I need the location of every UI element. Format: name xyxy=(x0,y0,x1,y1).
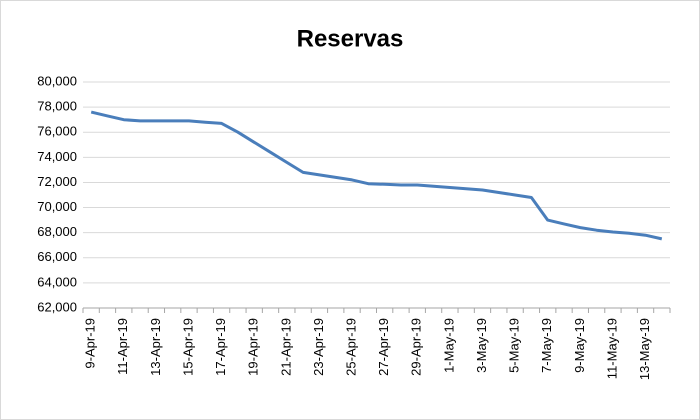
y-tick-label: 70,000 xyxy=(37,199,77,214)
y-tick-label: 80,000 xyxy=(37,73,77,88)
x-tick-label: 27-Apr-19 xyxy=(376,318,391,376)
x-tick-label: 17-Apr-19 xyxy=(213,318,228,376)
x-tick-label: 9-Apr-19 xyxy=(83,318,98,369)
y-tick-label: 72,000 xyxy=(37,174,77,189)
x-tick-label: 9-May-19 xyxy=(572,318,587,373)
x-tick-label: 13-Apr-19 xyxy=(148,318,163,376)
x-tick-label: 5-May-19 xyxy=(507,318,522,373)
x-tick-label: 11-May-19 xyxy=(604,318,619,379)
y-tick-label: 64,000 xyxy=(37,274,77,289)
chart-title: Reservas xyxy=(297,25,404,52)
x-tick-label: 1-May-19 xyxy=(441,318,456,373)
y-tick-label: 66,000 xyxy=(37,249,77,264)
y-tick-label: 78,000 xyxy=(37,99,77,114)
x-tick-label: 25-Apr-19 xyxy=(343,318,358,376)
x-tick-label: 21-Apr-19 xyxy=(278,318,293,376)
line xyxy=(90,110,663,241)
x-tick-label: 7-May-19 xyxy=(539,318,554,373)
x-tick-label: 3-May-19 xyxy=(474,318,489,373)
y-tick-label: 62,000 xyxy=(37,299,77,314)
x-tick-label: 19-Apr-19 xyxy=(246,318,261,376)
y-tick-label: 76,000 xyxy=(37,124,77,139)
y-tick-label: 74,000 xyxy=(37,149,77,164)
x-tick-label: 29-Apr-19 xyxy=(409,318,424,376)
x-tick-label: 15-Apr-19 xyxy=(180,318,195,376)
y-tick-label: 68,000 xyxy=(37,224,77,239)
x-tick-label: 11-Apr-19 xyxy=(115,318,130,375)
x-tick-label: 13-May-19 xyxy=(637,318,652,380)
x-tick-label: 23-Apr-19 xyxy=(311,318,326,376)
